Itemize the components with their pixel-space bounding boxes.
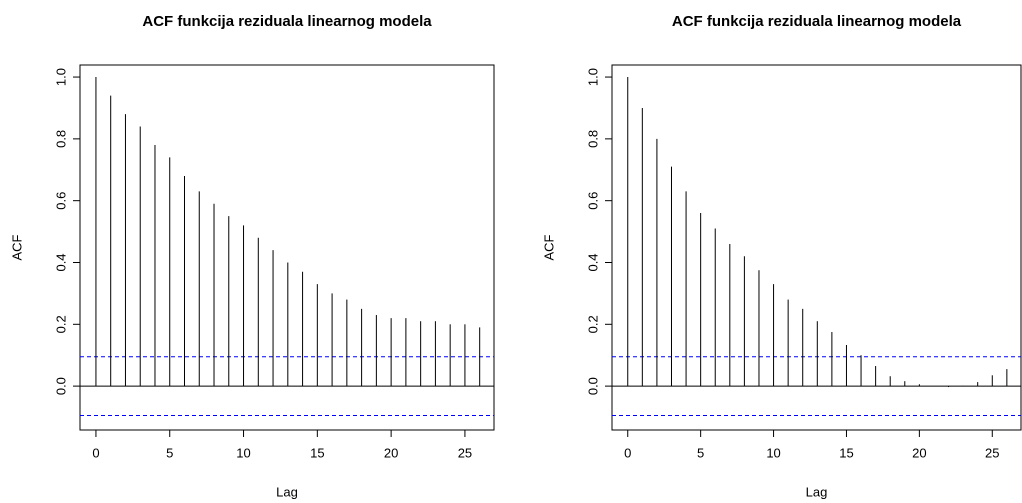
y-tick-label: 0.0	[585, 377, 600, 395]
y-tick-label: 0.6	[585, 192, 600, 210]
x-tick-label: 0	[624, 445, 631, 460]
chart-title: ACF funkcija reziduala linearnog modela	[672, 13, 962, 30]
y-tick-label: 0.8	[585, 130, 600, 148]
x-tick-label: 5	[697, 445, 704, 460]
plot-box	[611, 64, 1022, 431]
x-tick-label: 0	[92, 445, 99, 460]
y-tick-label: 0.4	[53, 253, 68, 271]
chart-title: ACF funkcija reziduala linearnog modela	[142, 13, 432, 30]
y-tick-label: 1.0	[53, 68, 68, 86]
x-tick-label: 5	[166, 445, 173, 460]
x-tick-label: 25	[985, 445, 999, 460]
y-tick-label: 0.6	[53, 192, 68, 210]
x-tick-label: 20	[384, 445, 398, 460]
y-tick-label: 0.2	[585, 315, 600, 333]
x-axis-label: Lag	[806, 484, 828, 499]
plot-box	[79, 64, 495, 431]
x-tick-label: 10	[236, 445, 250, 460]
x-tick-label: 15	[839, 445, 853, 460]
x-tick-label: 15	[310, 445, 324, 460]
y-axis-label: ACF	[541, 234, 556, 260]
y-axis-label: ACF	[9, 234, 24, 260]
x-tick-label: 25	[458, 445, 472, 460]
y-tick-label: 0.2	[53, 315, 68, 333]
y-tick-label: 0.0	[53, 377, 68, 395]
x-axis-label: Lag	[276, 484, 298, 499]
y-tick-label: 1.0	[585, 68, 600, 86]
y-tick-label: 0.4	[585, 253, 600, 271]
y-tick-label: 0.8	[53, 130, 68, 148]
x-tick-label: 20	[912, 445, 926, 460]
x-tick-label: 10	[766, 445, 780, 460]
